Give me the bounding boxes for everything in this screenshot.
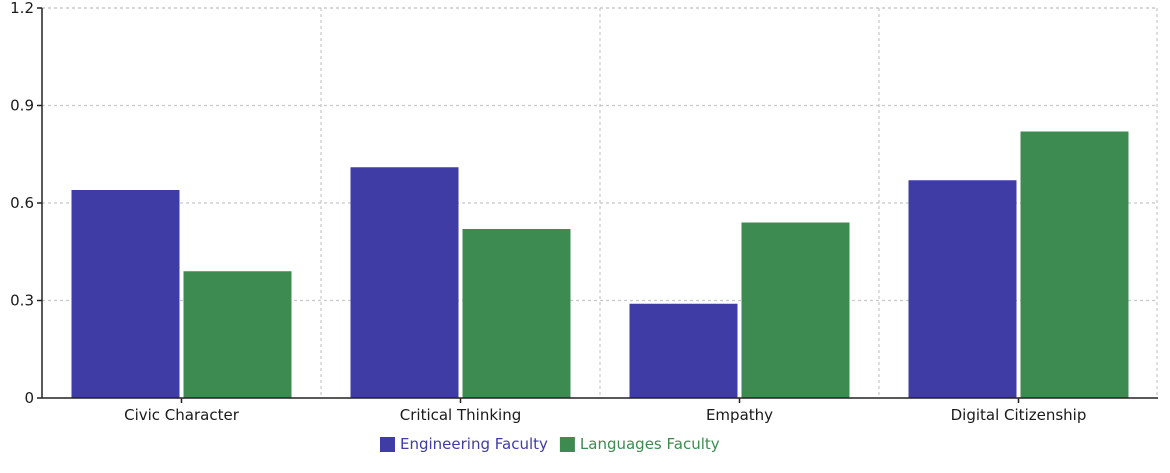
y-tick-label: 0 xyxy=(24,389,34,407)
x-tick-label: Critical Thinking xyxy=(400,406,521,424)
bar-engineering-faculty-civic-character xyxy=(71,190,180,398)
y-tick-labels: 0 0.3 0.6 0.9 1.2 xyxy=(10,0,34,407)
x-tick-labels: Civic Character Critical Thinking Empathy D… xyxy=(124,406,1086,424)
legend-swatch xyxy=(559,437,575,452)
x-tick-label: Empathy xyxy=(706,406,773,424)
legend-label: Languages Faculty xyxy=(580,435,720,453)
legend-label: Engineering Faculty xyxy=(400,435,548,453)
y-tick-label: 1.2 xyxy=(10,0,34,17)
axes xyxy=(37,7,1158,403)
bar-languages-faculty-critical-thinking xyxy=(462,229,571,398)
x-tick-label: Civic Character xyxy=(124,406,240,424)
legend: Engineering Faculty Languages Faculty xyxy=(380,435,720,453)
bar-languages-faculty-empathy xyxy=(741,222,850,398)
y-tick-label: 0.6 xyxy=(10,194,34,212)
x-tick-label: Digital Citizenship xyxy=(951,406,1087,424)
bar-languages-faculty-civic-character xyxy=(183,271,292,398)
bar-engineering-faculty-critical-thinking xyxy=(350,167,459,398)
bar-languages-faculty-digital-citizenship xyxy=(1020,131,1129,398)
bar-engineering-faculty-digital-citizenship xyxy=(908,180,1017,398)
y-tick-label: 0.3 xyxy=(10,292,34,310)
y-tick-label: 0.9 xyxy=(10,97,34,115)
bar-engineering-faculty-empathy xyxy=(629,303,738,398)
legend-swatch xyxy=(380,437,395,452)
bars xyxy=(71,131,1129,398)
